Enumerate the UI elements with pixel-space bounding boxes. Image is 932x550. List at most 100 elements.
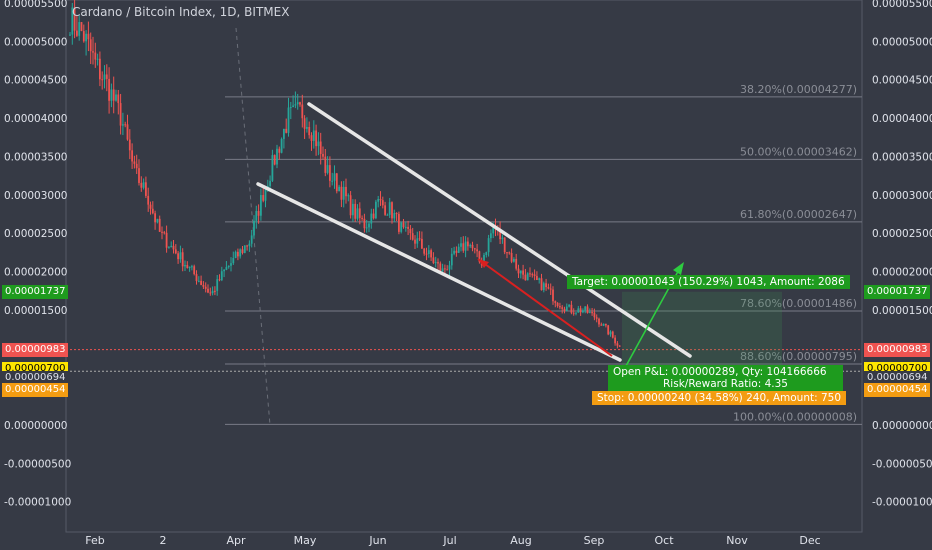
candle-body [211,290,214,294]
candle-body [184,264,186,267]
candle-body [552,289,554,302]
candle-body [76,30,78,36]
candle-body [411,233,414,240]
candle-body [517,268,520,274]
candle-body [584,306,587,311]
candle-body [437,262,439,264]
candle-body [191,266,193,268]
candle-body [278,148,281,153]
candle-body [425,253,428,255]
candle-body [388,202,391,215]
candle-body [439,263,442,272]
candle-body [460,243,462,247]
candle-body [575,312,577,314]
left-axis-tick: 0.00005000 [4,36,67,48]
candle-body [128,139,131,151]
candle-body [393,213,396,219]
x-axis-tick: Dec [799,534,820,547]
right-axis-tick: 0.00005000 [872,36,932,48]
candle-body [501,237,504,240]
candle-body [416,238,419,244]
candle-body [101,79,104,81]
candle-body [122,124,124,126]
candle-body [540,278,543,291]
candle-body [377,198,380,202]
candle-body [508,252,511,254]
candle-body [441,268,444,272]
candle-body [455,250,458,253]
candle-body [253,220,255,236]
candle-body [82,31,85,42]
candle-body [131,150,133,162]
candle-body [188,266,191,268]
candle-body [582,310,584,313]
candle-body [154,213,156,223]
candle-body [260,195,262,216]
candle-body [329,165,331,181]
candle-body [611,331,614,338]
candle-body [616,343,619,346]
candle-body [342,186,345,200]
left-axis-price-label: 0.00000983 [2,342,69,357]
right-axis-tick: 0.00002000 [872,267,932,279]
candle-body [218,279,221,281]
candle-body [609,331,612,335]
candle-body [232,257,235,264]
candle-body [269,180,271,186]
candle-body [595,317,598,319]
left-axis-tick: 0.00000000 [4,420,67,432]
candle-body [485,252,488,256]
candle-body [257,210,260,216]
candle-body [450,253,453,266]
candle-body [142,182,145,188]
candle-body [315,130,317,147]
candle-body [214,290,216,292]
candle-body [306,126,308,129]
candle-body [204,286,207,289]
candle-body [499,229,501,240]
candle-body [618,345,621,347]
candle-body [614,337,616,344]
candle-body [446,269,449,271]
right-axis-tick: 0.00005500 [872,0,932,10]
candle-body [554,301,557,303]
left-axis-tick: 0.00004000 [4,113,67,125]
candle-body [473,248,476,250]
candle-body [349,195,352,216]
candle-body [605,323,607,326]
candle-body [110,89,113,101]
candle-body [227,265,230,268]
candle-body [108,78,110,101]
candle-body [487,238,490,253]
candle-body [607,325,610,335]
candle-body [285,128,288,133]
candle-body [478,251,481,262]
candle-body [531,274,534,276]
candle-body [570,304,573,313]
x-axis-tick: Feb [85,534,104,547]
candle-body [69,34,71,36]
candle-body [476,249,478,252]
candle-body [73,7,76,31]
candle-body [432,257,435,263]
candle-body [522,270,524,275]
candle-body [264,187,267,201]
candle-body [230,263,232,266]
risk-reward-box: Risk/Reward Ratio: 4.35 [608,377,843,391]
candle-body [586,306,589,314]
candle-body [96,58,99,60]
candle-body [577,308,580,313]
candle-body [444,268,446,270]
candle-body [375,201,377,219]
candle-body [561,307,564,309]
candle-body [381,200,384,206]
left-axis-tick: -0.00000500 [4,458,71,470]
candle-body [391,202,393,219]
candle-body [276,148,278,165]
candle-body [545,283,547,288]
chart-title: Cardano / Bitcoin Index, 1D, BITMEX [72,5,290,19]
candle-body [151,208,154,214]
candle-body [588,312,591,314]
